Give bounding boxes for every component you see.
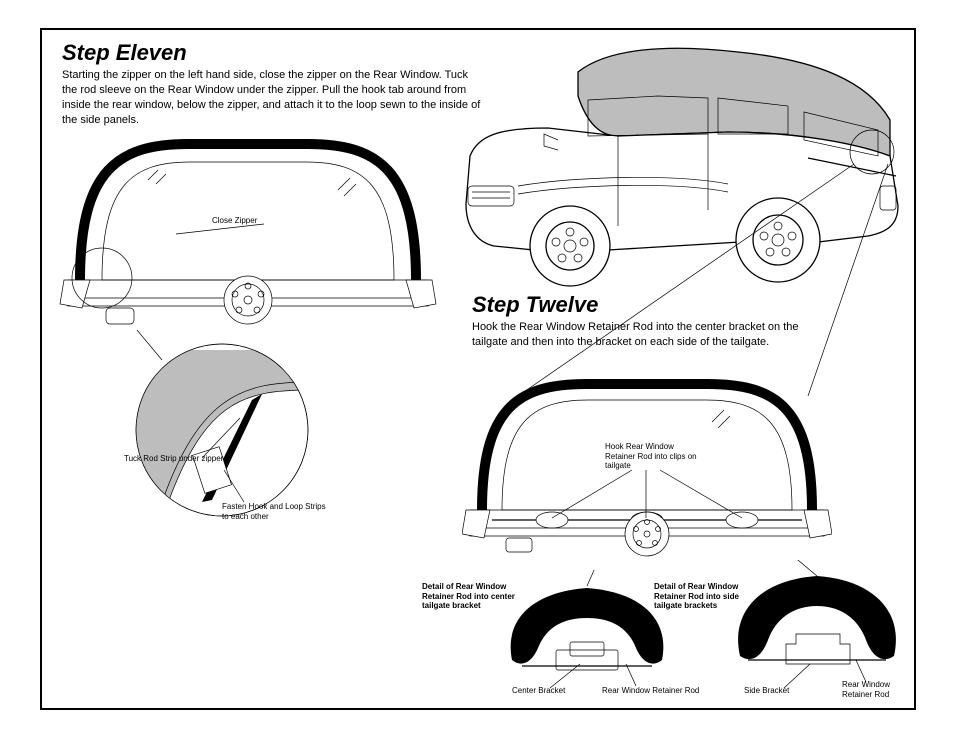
retainer-rod-label-1: Rear Window Retainer Rod — [602, 686, 712, 696]
tuck-rod-leader — [202, 412, 262, 462]
retainer-rod-leader-2 — [854, 658, 884, 684]
close-zipper-leader — [172, 210, 292, 240]
center-bracket-leader — [546, 660, 586, 690]
fasten-leader — [220, 466, 260, 506]
detail-center-caption: Detail of Rear Window Retainer Rod into … — [422, 582, 518, 611]
step-eleven-body: Starting the zipper on the left hand sid… — [62, 68, 482, 127]
detail-side-caption: Detail of Rear Window Retainer Rod into … — [654, 582, 750, 611]
step-eleven-title: Step Eleven — [62, 40, 187, 66]
page-frame: Step Eleven Starting the zipper on the l… — [40, 28, 916, 710]
vehicle-to-step12-leaders — [458, 36, 914, 406]
hook-rod-leaders — [542, 460, 762, 530]
side-bracket-leader — [782, 662, 822, 690]
retainer-rod-leader-1 — [622, 662, 652, 688]
